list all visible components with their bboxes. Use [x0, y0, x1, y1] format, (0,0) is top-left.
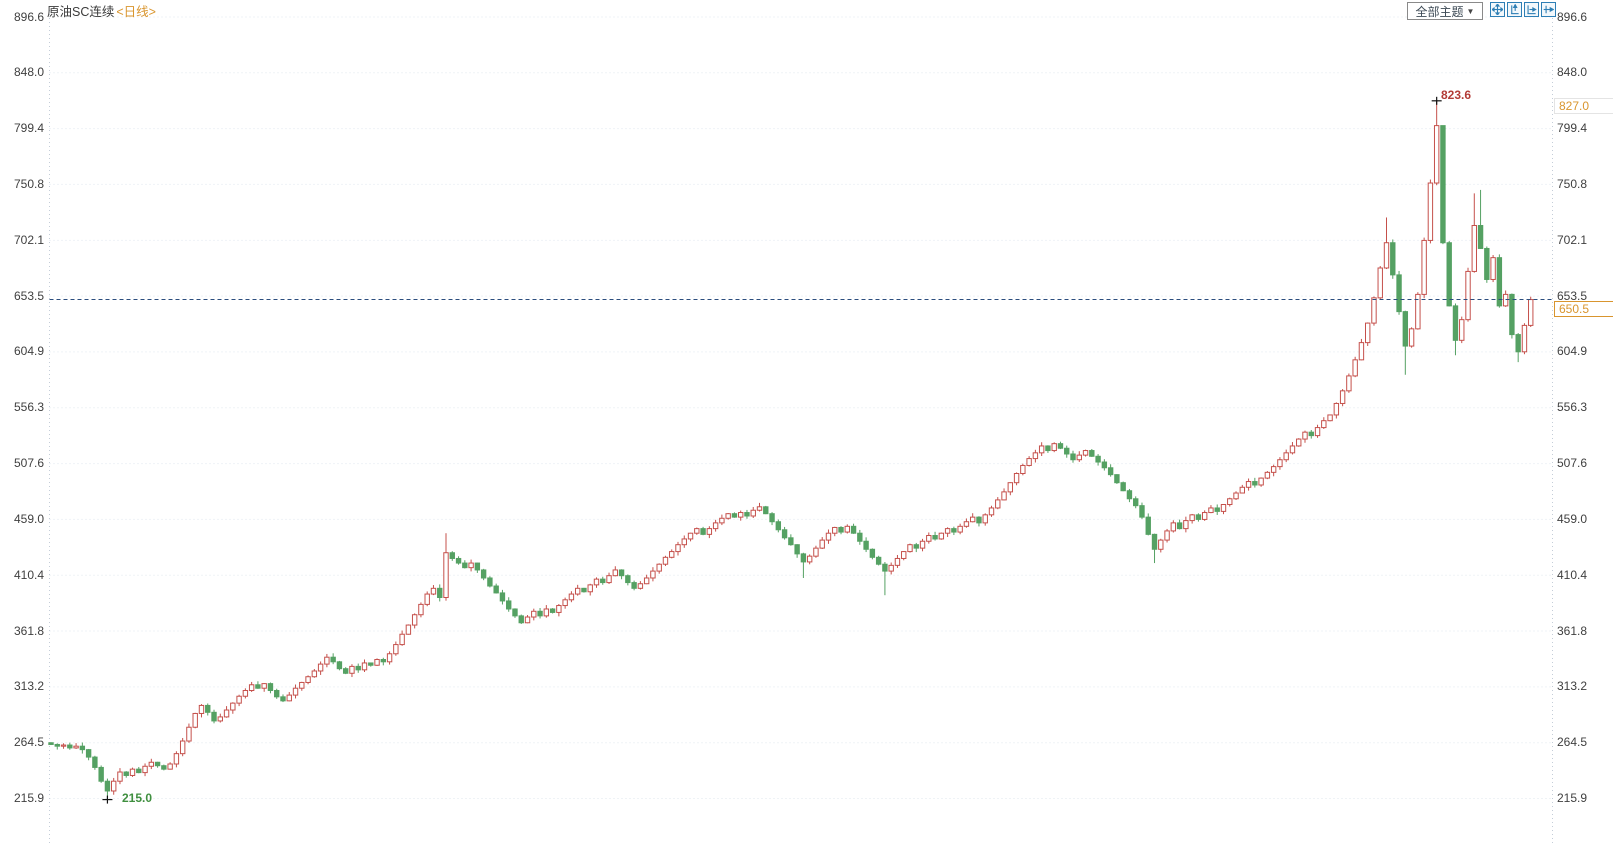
high-price-annotation: 823.6	[1441, 88, 1472, 102]
scale-up-axis-button[interactable]	[1507, 2, 1522, 17]
y-axis-label: 313.2	[13, 679, 44, 694]
y-axis-label: 313.2	[1557, 679, 1588, 694]
chart-title: 原油SC连续 <日线>	[47, 1, 156, 20]
pan-move-button[interactable]	[1490, 2, 1505, 17]
y-axis-label: 848.0	[13, 65, 44, 80]
y-axis-label: 702.1	[1557, 232, 1588, 247]
y-axis-label: 410.4	[13, 567, 44, 582]
scale-right-axis-icon	[1527, 5, 1537, 15]
jump-to-latest-button[interactable]	[1541, 2, 1556, 17]
y-axis-label: 750.8	[1557, 176, 1588, 191]
theme-dropdown[interactable]: 全部主题 ▼	[1407, 2, 1483, 20]
low-price-annotation: 215.0	[122, 791, 153, 805]
y-axis-label: 896.6	[1557, 9, 1588, 24]
chart-toolbar: 全部主题 ▼	[1407, 2, 1558, 20]
y-axis-label: 459.0	[1557, 511, 1588, 526]
chevron-down-icon: ▼	[1466, 6, 1475, 16]
y-axis-label: 653.5	[13, 288, 44, 303]
right-axis-last-price: 650.5	[1554, 301, 1613, 317]
y-axis-label: 507.6	[13, 456, 44, 471]
y-axis-label: 215.9	[1557, 791, 1588, 806]
y-axis-label: 799.4	[1557, 121, 1588, 136]
y-axis-label: 848.0	[1557, 65, 1588, 80]
y-axis-label: 410.4	[1557, 567, 1588, 582]
scale-right-axis-button[interactable]	[1524, 2, 1539, 17]
scale-up-axis-icon	[1511, 4, 1519, 15]
y-axis-label: 459.0	[13, 511, 44, 526]
y-axis-label: 799.4	[13, 121, 44, 136]
y-axis-label: 702.1	[13, 232, 44, 247]
y-axis-label: 215.9	[13, 791, 44, 806]
y-axis-label: 264.5	[13, 735, 44, 750]
y-axis-label: 556.3	[1557, 400, 1588, 415]
theme-dropdown-label: 全部主题	[1415, 4, 1464, 19]
y-axis-label: 896.6	[13, 9, 44, 24]
period-badge: <日线>	[116, 5, 156, 19]
instrument-name: 原油SC连续	[47, 5, 115, 19]
y-axis-label: 264.5	[1557, 735, 1588, 750]
y-axis-label: 556.3	[13, 400, 44, 415]
y-axis-label: 750.8	[13, 176, 44, 191]
y-axis-label: 361.8	[1557, 623, 1588, 638]
right-axis-price-upper: 827.0	[1554, 98, 1613, 114]
y-axis-label: 604.9	[13, 344, 44, 359]
pan-move-icon	[1492, 4, 1503, 15]
toolbar-icon-group	[1490, 2, 1558, 17]
y-axis-label: 361.8	[13, 623, 44, 638]
y-axis-label: 604.9	[1557, 344, 1588, 359]
y-axis-label: 653.5	[1557, 288, 1588, 303]
y-axis-label: 507.6	[1557, 456, 1588, 471]
jump-to-latest-icon	[1543, 5, 1554, 14]
